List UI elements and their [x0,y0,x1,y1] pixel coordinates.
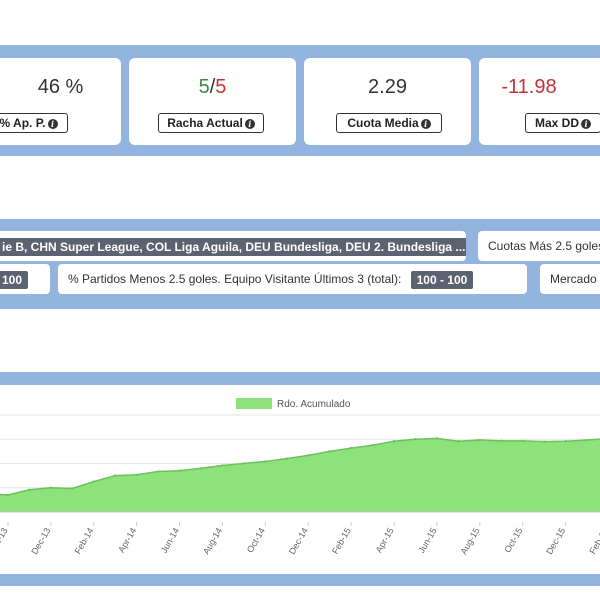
series-point [28,488,31,491]
series-point [478,438,482,442]
series-point [349,446,353,450]
info-icon[interactable]: i [420,118,431,129]
series-point [49,486,53,489]
series-point [328,450,331,453]
series-point [242,462,246,465]
series-point [585,438,589,442]
x-tick-label: Feb-15 [330,526,353,556]
x-tick-label: Apr-14 [116,526,138,554]
series-point [113,474,117,477]
stat-value-hit-rate: 46 % [37,76,84,98]
cumulative-result-chart: Oct-13 Dec-13 Feb-14 Apr-14 Jun-14 Aug-14 Oct-… [0,398,600,556]
series-point [542,440,546,443]
info-icon[interactable]: i [244,118,255,129]
filters-band: ie B, CHN Super League, COL Liga Aguila,… [0,219,600,309]
chart-panel: Oct-13 Dec-13 Feb-14 Apr-14 Jun-14 Aug-14 Oct-… [0,385,600,574]
chart-band: Oct-13 Dec-13 Feb-14 Apr-14 Jun-14 Aug-14 Oct-… [0,372,600,586]
series-point [221,464,224,467]
stat-label-text: Cuota Media [347,116,419,130]
stat-card-max-dd: -11.98 Max DD i [479,58,600,145]
x-tick-label: Dec-13 [29,526,52,556]
stat-value-avg-odds: 2.29 [368,76,407,98]
series-point [264,460,267,463]
series-point [199,467,203,470]
x-tick-label: Aug-15 [458,526,481,556]
series-point [92,480,95,483]
stats-band: 46 % % Ap. P. i 5/5 Racha Actual i 2.29 Cu… [0,45,600,156]
series-point [371,444,374,447]
legend-swatch[interactable] [236,398,272,409]
stat-label-max-dd[interactable]: Max DD i [525,113,600,133]
series-point [392,440,396,443]
x-tick-label: Dec-14 [287,526,310,556]
x-tick-label: Jun-15 [416,526,438,555]
stat-label-hit-rate[interactable]: % Ap. P. i [0,113,68,133]
series-point [414,438,417,441]
stat-label-text: Max DD [534,116,579,130]
x-tick-label: Jun-14 [159,526,181,555]
stat-label-text: Racha Actual [167,116,243,130]
away-team-under-filter[interactable]: % Partidos Menos 2.5 goles. Equipo Visit… [58,264,527,294]
left-range-filter[interactable]: 100 [0,264,50,294]
market-filter[interactable]: Mercado [540,264,600,294]
stat-card-streak: 5/5 Racha Actual i [129,58,296,145]
info-icon[interactable]: i [581,118,591,129]
filter-row-1: ie B, CHN Super League, COL Liga Aguila,… [0,231,600,267]
leagues-tag: ie B, CHN Super League, COL Liga Aguila,… [0,237,466,256]
series-point [6,493,10,497]
series-point [307,454,310,457]
stat-card-hit-rate: 46 % % Ap. P. i [0,58,121,145]
x-tick-label: Oct-15 [502,526,524,554]
stat-label-streak[interactable]: Racha Actual i [158,113,264,133]
streak-total: 5 [215,76,227,98]
x-tick-label: Oct-14 [245,526,267,554]
info-icon[interactable]: i [47,118,58,129]
x-tick-label: Aug-14 [201,526,224,556]
chart-area-layer [0,437,600,513]
x-tick-label: Feb-16 [587,526,600,556]
series-point [285,457,288,460]
market-filter-text: Mercado [550,272,597,286]
series-area [0,438,600,512]
series-point [564,440,567,443]
x-tick-label: Apr-15 [374,526,396,554]
series-point [71,487,74,490]
leagues-filter[interactable]: ie B, CHN Super League, COL Liga Aguila,… [0,231,466,261]
streak-separator: / [209,76,216,98]
legend-label[interactable]: Rdo. Acumulado [277,399,351,410]
series-point [135,473,138,476]
chart-x-axis: Oct-13 Dec-13 Feb-14 Apr-14 Jun-14 Aug-14 Oct-… [0,522,600,556]
x-tick-label: Dec-15 [544,526,567,556]
series-point [156,470,160,473]
series-point [500,439,503,443]
series-point [457,440,460,443]
series-point [521,439,524,443]
stat-label-text: % Ap. P. [0,116,46,130]
streak-wins: 5 [198,76,210,98]
x-tick-label: Oct-13 [0,526,10,554]
away-team-under-text: % Partidos Menos 2.5 goles. Equipo Visit… [68,272,402,286]
chart-legend[interactable]: Rdo. Acumulado [236,398,351,410]
x-tick-label: Feb-14 [73,526,96,556]
stat-value-max-dd: -11.98 [501,76,557,98]
filter-row-2: 100 % Partidos Menos 2.5 goles. Equipo V… [0,264,600,300]
away-team-under-tag: 100 - 100 [410,270,474,289]
series-line [0,437,600,496]
left-range-tag: 100 [0,270,29,289]
series-point [435,437,439,440]
odds-filter-text: Cuotas Más 2.5 goles [488,239,600,253]
series-point [178,469,181,472]
stat-value-streak: 5/5 [129,76,296,99]
odds-filter[interactable]: Cuotas Más 2.5 goles [478,231,600,261]
stat-card-avg-odds: 2.29 Cuota Media i [304,58,471,145]
stat-label-avg-odds[interactable]: Cuota Media i [336,113,442,133]
